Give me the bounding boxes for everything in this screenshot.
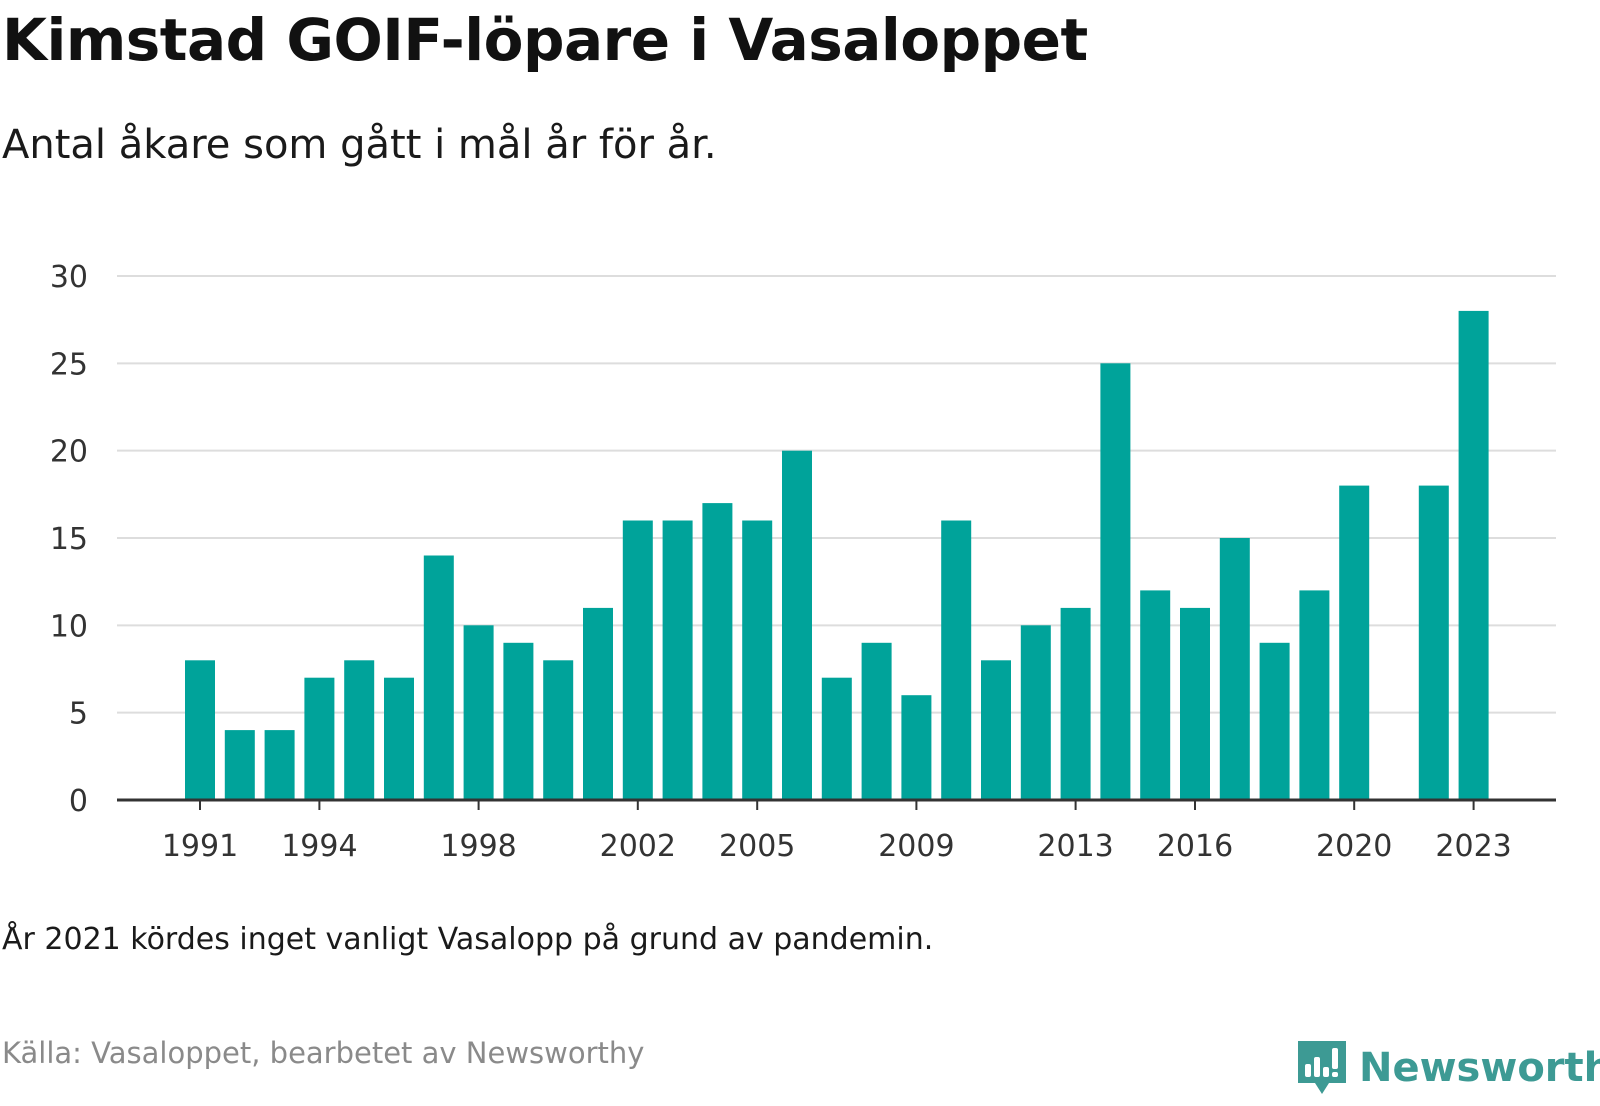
bar-2011 bbox=[981, 660, 1011, 800]
y-tick-label: 15 bbox=[50, 522, 88, 557]
bar-1993 bbox=[264, 730, 295, 800]
bar-1992 bbox=[224, 730, 255, 800]
chart-subtitle: Antal åkare som gått i mål år för år. bbox=[2, 122, 717, 168]
bar-2004 bbox=[702, 503, 733, 800]
chart-title: Kimstad GOIF-löpare i Vasaloppet bbox=[2, 6, 1088, 74]
source-credit: Källa: Vasaloppet, bearbetet av Newswort… bbox=[2, 1036, 645, 1070]
y-tick-label: 10 bbox=[50, 609, 88, 644]
x-tick-labels: 1991 1994 1998 2002 2005 2009 2013 2016 2020 2023 bbox=[162, 829, 1512, 860]
newsworthy-logo-icon bbox=[1298, 1041, 1346, 1094]
bar-2018 bbox=[1259, 642, 1290, 800]
axes bbox=[117, 798, 1556, 810]
bar-2020 bbox=[1339, 485, 1370, 800]
bar-1999 bbox=[503, 642, 534, 800]
bar-1994 bbox=[304, 677, 335, 800]
bar-1991 bbox=[185, 660, 215, 800]
y-tick-label: 30 bbox=[50, 260, 88, 295]
bar-2001 bbox=[583, 607, 613, 800]
y-tick-label: 25 bbox=[50, 347, 88, 382]
bar-2005 bbox=[742, 520, 773, 800]
bars bbox=[185, 310, 1489, 800]
bar-1998 bbox=[463, 625, 494, 800]
bar-2019 bbox=[1299, 590, 1330, 800]
bar-2008 bbox=[861, 642, 892, 800]
bar-2017 bbox=[1219, 538, 1250, 800]
bar-2003 bbox=[662, 520, 693, 800]
x-tick-label: 2020 bbox=[1316, 829, 1392, 860]
chart-note: År 2021 kördes inget vanligt Vasalopp på… bbox=[2, 922, 934, 957]
bar-2000 bbox=[543, 660, 574, 800]
bar-1997 bbox=[423, 555, 454, 800]
x-tick-label: 2009 bbox=[878, 829, 954, 860]
x-tick-label: 2023 bbox=[1435, 829, 1511, 860]
bar-1995 bbox=[344, 660, 375, 800]
x-tick-label: 2016 bbox=[1157, 829, 1233, 860]
y-tick-label: 0 bbox=[69, 784, 88, 819]
x-tick-label: 1998 bbox=[440, 829, 516, 860]
x-tick-label: 2005 bbox=[719, 829, 795, 860]
bar-2014 bbox=[1100, 363, 1131, 800]
brand-logo[interactable]: Newsworthy bbox=[1295, 1030, 1600, 1106]
bar-2013 bbox=[1060, 607, 1091, 800]
y-tick-label: 5 bbox=[69, 697, 88, 732]
x-tick-label: 1991 bbox=[162, 829, 238, 860]
x-tick-label: 2013 bbox=[1037, 829, 1113, 860]
y-tick-label: 20 bbox=[50, 435, 88, 470]
x-tick-label: 2002 bbox=[600, 829, 676, 860]
bar-2009 bbox=[901, 695, 932, 800]
bar-2022 bbox=[1418, 485, 1449, 800]
bar-1996 bbox=[384, 677, 414, 800]
bar-chart: 0 5 10 15 20 25 30 1991 1994 1998 2002 2005 2009 201… bbox=[50, 260, 1556, 860]
y-tick-labels: 0 5 10 15 20 25 30 bbox=[50, 260, 88, 819]
bar-2015 bbox=[1140, 590, 1171, 800]
bar-2023 bbox=[1458, 310, 1489, 800]
x-tick-label: 1994 bbox=[281, 829, 357, 860]
bar-2010 bbox=[941, 520, 972, 800]
bar-2012 bbox=[1020, 625, 1051, 800]
bar-2016 bbox=[1180, 607, 1210, 800]
brand-name: Newsworthy bbox=[1359, 1045, 1600, 1091]
bar-2002 bbox=[622, 520, 653, 800]
bar-2006 bbox=[782, 450, 812, 800]
bar-2007 bbox=[821, 677, 852, 800]
